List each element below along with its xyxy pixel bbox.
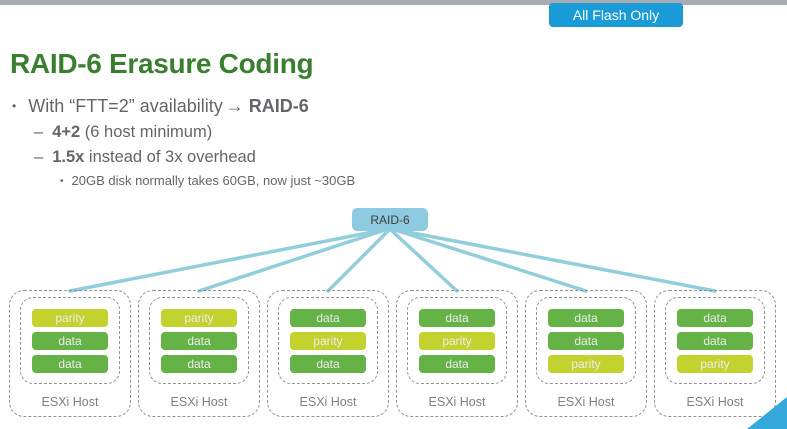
connector-line [68, 227, 390, 293]
connector-line [326, 228, 391, 293]
dash-marker: – [34, 123, 44, 141]
esxi-host-5: data data parity ESXi Host [525, 290, 647, 417]
connector-line [390, 227, 717, 293]
esxi-host-2: parity data data ESXi Host [138, 290, 260, 417]
badge-label: All Flash Only [572, 7, 660, 23]
top-accent-bar [0, 0, 787, 5]
corner-decoration [747, 397, 787, 429]
page-title: RAID-6 Erasure Coding [10, 48, 314, 79]
bullet-marker: • [60, 176, 64, 187]
disk-group: data data parity [536, 297, 636, 384]
bullet-level2-hosts: –4+2 (6 host minimum) [34, 123, 212, 142]
storage-block: data [290, 354, 366, 373]
host-label: ESXi Host [41, 395, 99, 409]
storage-block: data [32, 331, 108, 350]
storage-block: data [548, 331, 624, 350]
esxi-host-3: data parity data ESXi Host [267, 290, 389, 417]
host-label: ESXi Host [170, 395, 228, 409]
disk-group: data parity data [278, 297, 378, 384]
right-arrow-icon: → [225, 96, 244, 116]
bullet-text: 20GB disk normally takes 60GB, now just … [71, 173, 356, 188]
storage-block: parity [677, 354, 753, 373]
storage-block: data [290, 308, 366, 327]
storage-block: data [32, 354, 108, 373]
storage-block: data [161, 331, 237, 350]
storage-block: data [548, 308, 624, 327]
bullet-level2-overhead: –1.5x instead of 3x overhead [34, 148, 256, 167]
bullet-level3-example: • 20GB disk normally takes 60GB, now just… [60, 173, 355, 188]
all-flash-only-badge: All Flash Only [549, 3, 683, 27]
bullet-level1: • With “FTT=2” availability → RAID-6 [12, 96, 309, 117]
bullet-text-bold: RAID-6 [248, 96, 309, 116]
storage-block: parity [290, 331, 366, 350]
esxi-host-6: data data parity ESXi Host [654, 290, 776, 417]
disk-group: parity data data [20, 297, 120, 384]
host-label: ESXi Host [686, 395, 744, 409]
storage-block: parity [419, 331, 495, 350]
storage-block: parity [548, 354, 624, 373]
bullet-text: (6 host minimum) [80, 123, 213, 141]
raid6-label: RAID-6 [370, 212, 410, 227]
connector-line [389, 228, 459, 293]
disk-group: parity data data [149, 297, 249, 384]
bullet-text-bold: 4+2 [52, 123, 81, 141]
disk-group: data parity data [407, 297, 507, 384]
host-label: ESXi Host [428, 395, 486, 409]
esxi-host-1: parity data data ESXi Host [9, 290, 131, 417]
connector-line [197, 227, 390, 293]
esxi-host-4: data parity data ESXi Host [396, 290, 518, 417]
storage-block: data [419, 354, 495, 373]
storage-block: data [677, 308, 753, 327]
raid6-root-node: RAID-6 [352, 208, 428, 231]
host-label: ESXi Host [557, 395, 615, 409]
bullet-marker: • [12, 99, 17, 113]
host-label: ESXi Host [299, 395, 357, 409]
storage-block: parity [161, 308, 237, 327]
storage-block: data [161, 354, 237, 373]
dash-marker: – [34, 148, 44, 166]
bullet-text-bold: 1.5x [52, 148, 85, 166]
storage-block: parity [32, 308, 108, 327]
storage-block: data [419, 308, 495, 327]
connector-line [390, 227, 588, 293]
bullet-text: instead of 3x overhead [84, 148, 256, 166]
bullet-text: With “FTT=2” availability [28, 96, 223, 116]
storage-block: data [677, 331, 753, 350]
disk-group: data data parity [665, 297, 765, 384]
